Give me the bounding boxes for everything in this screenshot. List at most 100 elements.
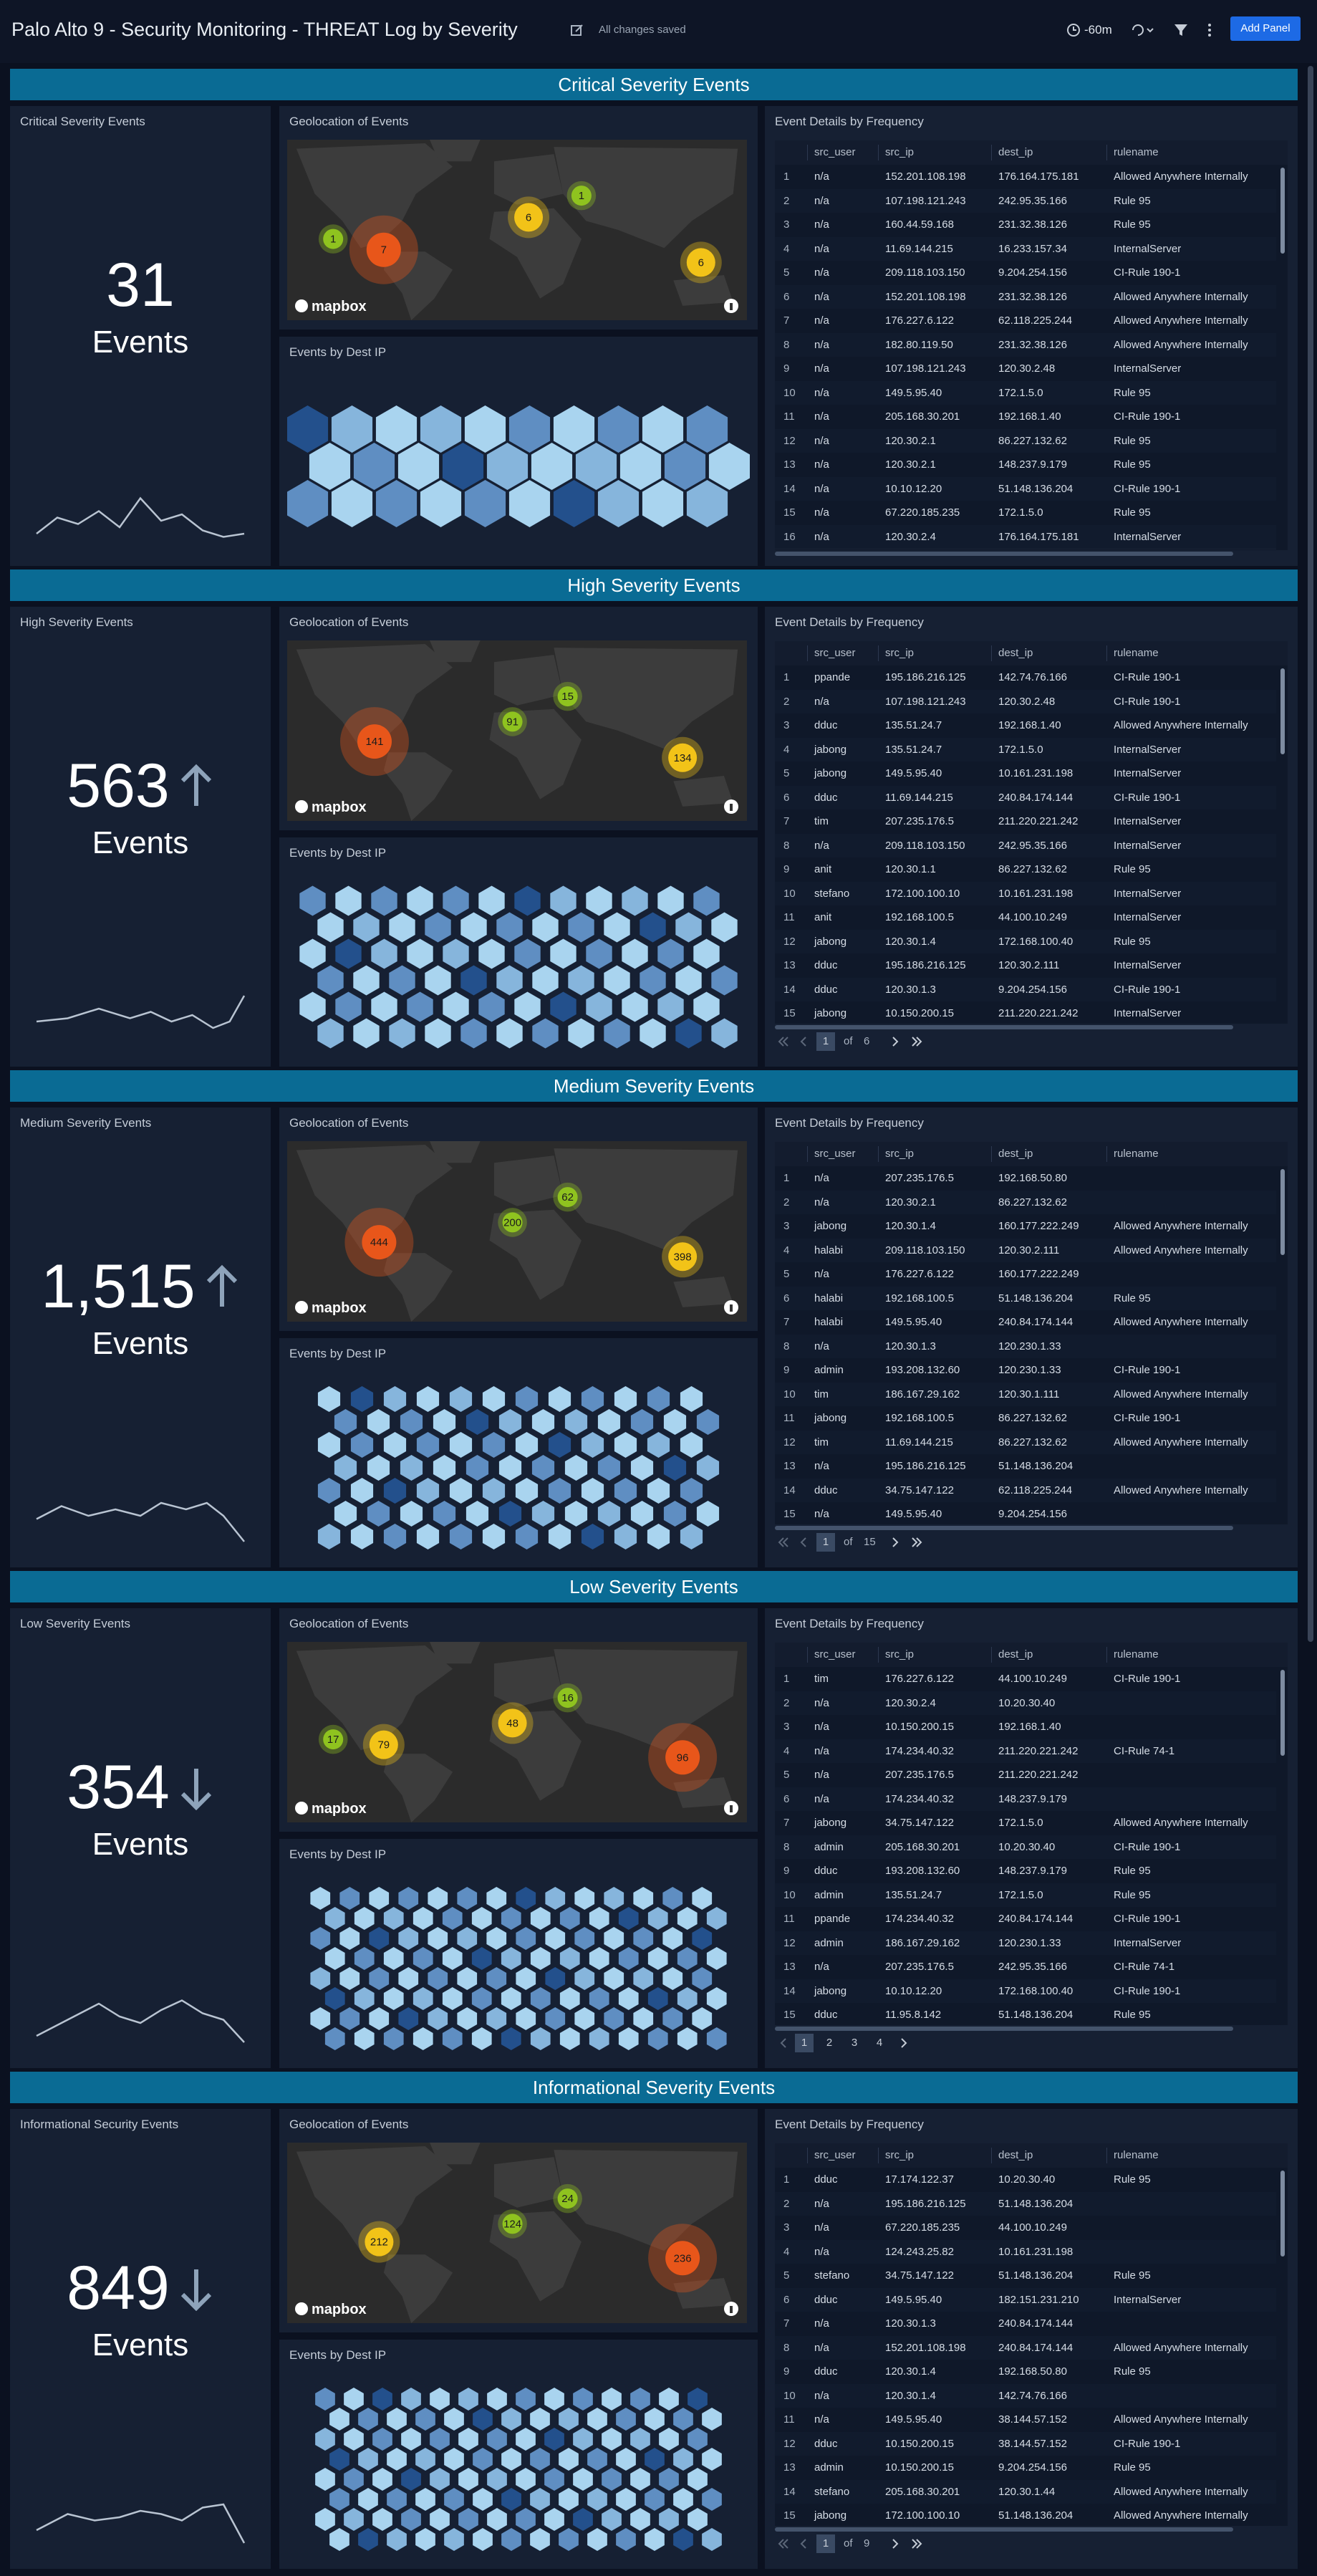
hex-cell[interactable] [339,2007,360,2030]
hex-cell[interactable] [369,1887,390,1910]
hex-cell[interactable] [645,2408,665,2431]
hex-cell[interactable] [387,2408,407,2431]
hex-cell[interactable] [449,1432,473,1458]
hex-cell[interactable] [548,1478,571,1504]
hex-cell[interactable] [657,991,684,1022]
hex-cell[interactable] [299,938,326,969]
hex-cell[interactable] [568,1018,594,1049]
hex-cell[interactable] [442,1947,463,1970]
page-nav-button[interactable] [908,1033,925,1050]
cluster[interactable] [502,2214,523,2234]
hex-cell[interactable] [375,480,418,527]
hex-cell[interactable] [387,2528,407,2551]
edit-icon[interactable] [570,23,584,37]
hex-cell[interactable] [647,1987,668,2010]
hex-cell[interactable] [353,912,380,943]
hex-cell[interactable] [530,1987,551,2010]
hex-cell[interactable] [464,480,506,527]
hex-cell[interactable] [420,480,462,527]
hex-cell[interactable] [673,2488,693,2511]
hex-cell[interactable] [465,1501,489,1527]
hex-cell[interactable] [516,2007,536,2030]
hex-cell[interactable] [315,2468,335,2491]
hex-cell[interactable] [473,2448,493,2471]
hex-cell[interactable] [460,912,487,943]
hex-cell[interactable] [530,2027,551,2050]
hex-cell[interactable] [702,2448,722,2471]
hex-cell[interactable] [550,991,577,1022]
hex-cell[interactable] [339,1967,360,1990]
hex-cell[interactable] [331,405,373,453]
hex-cell[interactable] [614,1386,637,1412]
hex-cell[interactable] [428,1967,448,1990]
cluster[interactable] [357,724,392,759]
hex-cell[interactable] [514,938,541,969]
hex-cell[interactable] [581,1386,604,1412]
add-panel-button[interactable]: Add Panel [1230,16,1301,41]
hex-cell[interactable] [383,2027,404,2050]
hex-cell[interactable] [530,2528,550,2551]
hex-cell[interactable] [486,1927,507,1950]
hex-cell[interactable] [630,2508,650,2531]
hex-cell[interactable] [559,1907,580,1930]
hex-cell[interactable] [589,2027,609,2050]
hex-cell[interactable] [400,1501,423,1527]
hex-cell[interactable] [711,1018,738,1049]
hex-cell[interactable] [344,2468,364,2491]
hex-cell[interactable] [317,1524,341,1549]
hex-cell[interactable] [663,1409,687,1435]
hex-cell[interactable] [444,2488,464,2511]
hex-cell[interactable] [553,405,595,453]
hex-cell[interactable] [515,1478,539,1504]
refresh-icon[interactable] [1130,22,1159,38]
cluster[interactable] [502,1212,523,1233]
hex-cell[interactable] [647,1432,670,1458]
hex-cell[interactable] [573,2388,593,2411]
hex-cell[interactable] [575,443,617,490]
page-current[interactable]: 1 [816,1032,835,1051]
hex-cell[interactable] [673,2448,693,2471]
hex-cell[interactable] [516,1967,536,1990]
hex-cell[interactable] [354,1907,375,1930]
filter-icon[interactable] [1173,22,1189,38]
hex-cell[interactable] [334,1455,357,1481]
hex-cell[interactable] [645,2528,665,2551]
hex-cell[interactable] [633,2007,654,2030]
hex-cell[interactable] [589,1947,609,1970]
hex-cell[interactable] [465,1455,489,1481]
hex-cell[interactable] [309,443,351,490]
hex-cell[interactable] [531,1409,555,1435]
hex-cell[interactable] [350,1432,374,1458]
hex-cell[interactable] [478,938,505,969]
hex-cell[interactable] [407,991,433,1022]
hex-cell[interactable] [589,1907,609,1930]
hex-cell[interactable] [647,1478,670,1504]
cluster[interactable] [571,186,592,206]
hex-cell[interactable] [389,965,415,996]
hex-cell[interactable] [457,2007,478,2030]
hex-cell[interactable] [568,912,594,943]
page-button[interactable]: 4 [876,2037,883,2049]
hex-cell[interactable] [442,443,484,490]
cluster[interactable] [365,2227,394,2257]
hex-cell[interactable] [372,2468,392,2491]
hex-cell[interactable] [287,480,329,527]
hex-cell[interactable] [496,1018,523,1049]
hex-cell[interactable] [680,1386,703,1412]
hex-cell[interactable] [706,1947,727,1970]
hex-cell[interactable] [711,965,738,996]
hex-cell[interactable] [677,1947,698,1970]
hex-cell[interactable] [633,1887,654,1910]
hex-cell[interactable] [473,2488,493,2511]
hex-cell[interactable] [486,2007,507,2030]
hex-cell[interactable] [616,2488,636,2511]
hex-cell[interactable] [604,965,630,996]
hex-cell[interactable] [693,938,720,969]
hex-cell[interactable] [501,1987,521,2010]
hex-cell[interactable] [383,1386,407,1412]
hex-cell[interactable] [413,1947,433,1970]
page-button[interactable]: 2 [826,2037,833,2049]
hex-cell[interactable] [358,2528,378,2551]
hex-cell[interactable] [647,1386,670,1412]
hex-cell[interactable] [383,1947,404,1970]
